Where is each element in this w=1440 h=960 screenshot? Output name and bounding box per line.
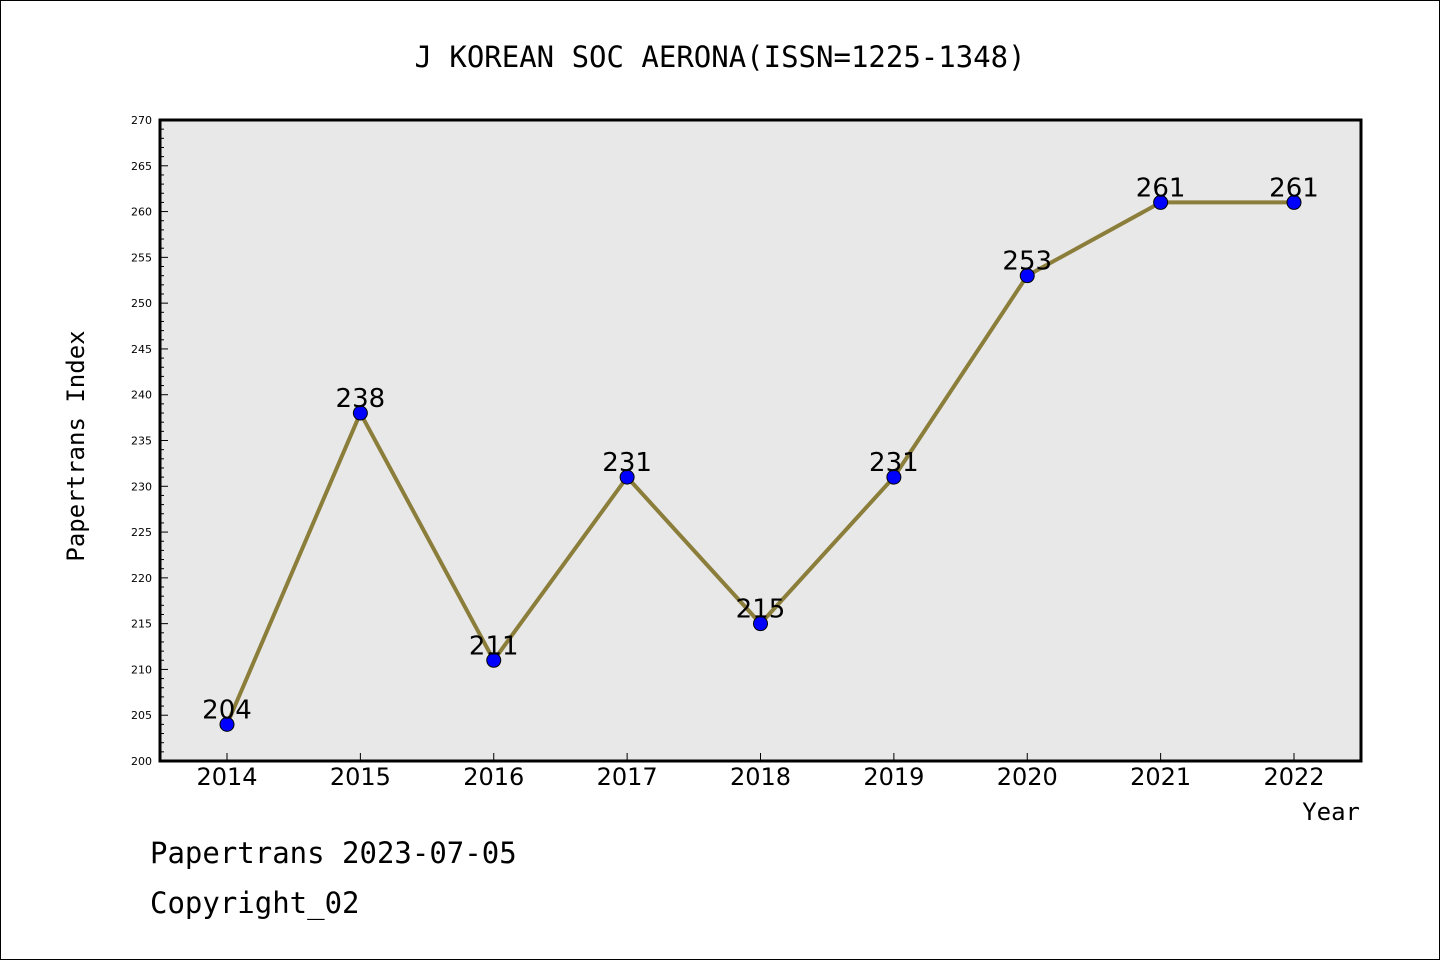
data-point	[886, 469, 902, 485]
y-tick-label: 215	[131, 618, 152, 631]
x-tick-label: 2017	[597, 763, 658, 791]
data-label: 261	[1269, 173, 1319, 203]
data-point	[1286, 194, 1302, 210]
data-point	[1153, 194, 1169, 210]
y-tick-label: 205	[131, 709, 152, 722]
data-label: 215	[736, 595, 786, 625]
y-tick-label: 265	[131, 160, 152, 173]
data-point	[753, 616, 768, 632]
plot-area	[160, 120, 1361, 761]
data-point	[486, 652, 502, 668]
y-tick-label: 270	[131, 114, 152, 127]
footer-date: Papertrans 2023-07-05	[150, 836, 517, 870]
data-point	[219, 716, 235, 732]
x-tick-label: 2020	[997, 763, 1058, 791]
x-tick-label: 2015	[330, 763, 391, 791]
y-tick-label: 230	[131, 480, 152, 493]
footer-copyright: Copyright_02	[150, 886, 360, 920]
data-point	[619, 469, 635, 485]
data-point	[352, 405, 368, 421]
data-label: 204	[202, 695, 252, 725]
data-label: 231	[602, 448, 652, 478]
x-tick-label: 2019	[863, 763, 924, 791]
x-tick-label: 2016	[463, 763, 524, 791]
chart-title: J KOREAN SOC AERONA(ISSN=1225-1348)	[414, 40, 1025, 74]
data-label: 238	[336, 384, 386, 414]
data-label: 211	[469, 631, 519, 661]
y-tick-label: 235	[131, 435, 152, 448]
y-tick-label: 245	[131, 343, 152, 356]
x-tick-label: 2021	[1130, 763, 1191, 791]
data-points	[219, 194, 1302, 732]
y-axis-title: Papertrans Index	[62, 330, 90, 561]
y-tick-label: 250	[131, 297, 152, 310]
y-tick-label: 260	[131, 206, 152, 219]
data-label: 253	[1002, 247, 1052, 277]
y-axis: 200 205 210 215 220 225 230 235 240 245 250 255 260 2…	[131, 114, 168, 768]
data-point	[1019, 268, 1035, 284]
x-tick-label: 2018	[730, 763, 791, 791]
x-tick-label: 2014	[196, 763, 257, 791]
data-label: 231	[869, 448, 919, 478]
y-tick-label: 255	[131, 251, 152, 264]
data-labels: 204 238 211 231 215 231 253 261 261	[202, 173, 1319, 725]
plot-border	[158, 118, 1363, 763]
y-tick-label: 220	[131, 572, 152, 585]
y-tick-label: 240	[131, 389, 152, 402]
y-tick-label: 225	[131, 526, 152, 539]
y-tick-label: 210	[131, 663, 152, 676]
x-axis-title: Year	[1302, 798, 1360, 826]
y-tick-label: 200	[131, 755, 152, 768]
x-axis: 2014 2015 2016 2017 2018 2019 2020 2021 2022	[196, 753, 1325, 791]
data-label: 261	[1136, 173, 1186, 203]
x-tick-label: 2022	[1263, 763, 1324, 791]
